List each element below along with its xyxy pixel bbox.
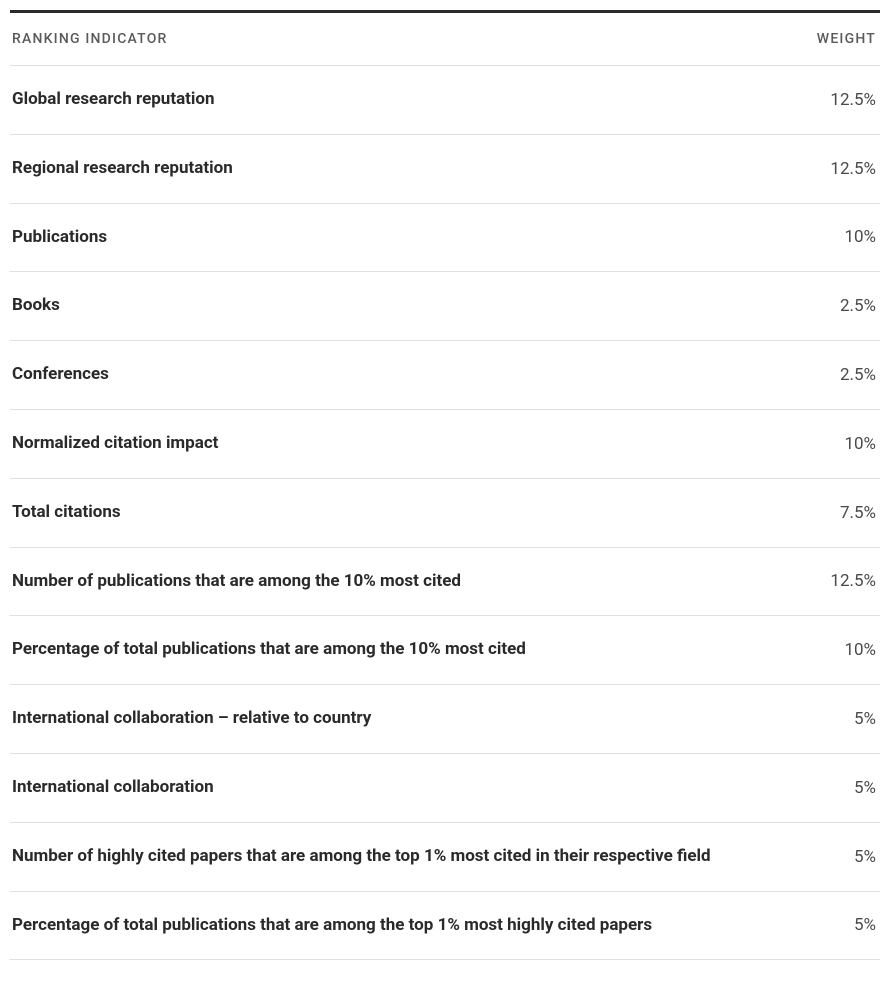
table-header-row: RANKING INDICATOR WEIGHT bbox=[10, 13, 880, 66]
table-row: Percentage of total publications that ar… bbox=[10, 892, 880, 961]
indicator-label: Conferences bbox=[12, 363, 840, 387]
table-row: Global research reputation12.5% bbox=[10, 66, 880, 135]
indicator-label: International collaboration bbox=[12, 776, 854, 800]
weight-value: 2.5% bbox=[840, 365, 876, 385]
weight-value: 5% bbox=[854, 778, 876, 798]
weight-value: 12.5% bbox=[830, 571, 876, 591]
weight-value: 5% bbox=[854, 915, 876, 935]
table-row: Number of highly cited papers that are a… bbox=[10, 823, 880, 892]
weight-value: 7.5% bbox=[840, 503, 876, 523]
weight-value: 10% bbox=[844, 227, 876, 247]
table-row: Books2.5% bbox=[10, 272, 880, 341]
table-row: International collaboration – relative t… bbox=[10, 685, 880, 754]
indicator-label: Regional research reputation bbox=[12, 157, 830, 181]
table-row: Normalized citation impact10% bbox=[10, 410, 880, 479]
table-row: Publications10% bbox=[10, 204, 880, 273]
table-row: Percentage of total publications that ar… bbox=[10, 616, 880, 685]
table-row: Number of publications that are among th… bbox=[10, 548, 880, 617]
indicator-label: Normalized citation impact bbox=[12, 432, 844, 456]
indicator-label: Number of highly cited papers that are a… bbox=[12, 845, 854, 869]
header-indicator-label: RANKING INDICATOR bbox=[12, 31, 168, 47]
table-row: Regional research reputation12.5% bbox=[10, 135, 880, 204]
weight-value: 5% bbox=[854, 847, 876, 867]
indicator-label: Number of publications that are among th… bbox=[12, 570, 830, 594]
weight-value: 10% bbox=[844, 434, 876, 454]
indicator-label: Books bbox=[12, 294, 840, 318]
ranking-indicator-table: RANKING INDICATOR WEIGHT Global research… bbox=[10, 10, 880, 960]
weight-value: 10% bbox=[844, 640, 876, 660]
weight-value: 12.5% bbox=[830, 90, 876, 110]
indicator-label: Global research reputation bbox=[12, 88, 830, 112]
indicator-label: Percentage of total publications that ar… bbox=[12, 638, 844, 662]
weight-value: 12.5% bbox=[830, 159, 876, 179]
indicator-label: Percentage of total publications that ar… bbox=[12, 914, 854, 938]
table-row: Total citations7.5% bbox=[10, 479, 880, 548]
weight-value: 5% bbox=[854, 709, 876, 729]
table-row: Conferences2.5% bbox=[10, 341, 880, 410]
indicator-label: International collaboration – relative t… bbox=[12, 707, 854, 731]
weight-value: 2.5% bbox=[840, 296, 876, 316]
indicator-label: Total citations bbox=[12, 501, 840, 525]
indicator-label: Publications bbox=[12, 226, 844, 250]
table-row: International collaboration5% bbox=[10, 754, 880, 823]
header-weight-label: WEIGHT bbox=[817, 31, 876, 47]
